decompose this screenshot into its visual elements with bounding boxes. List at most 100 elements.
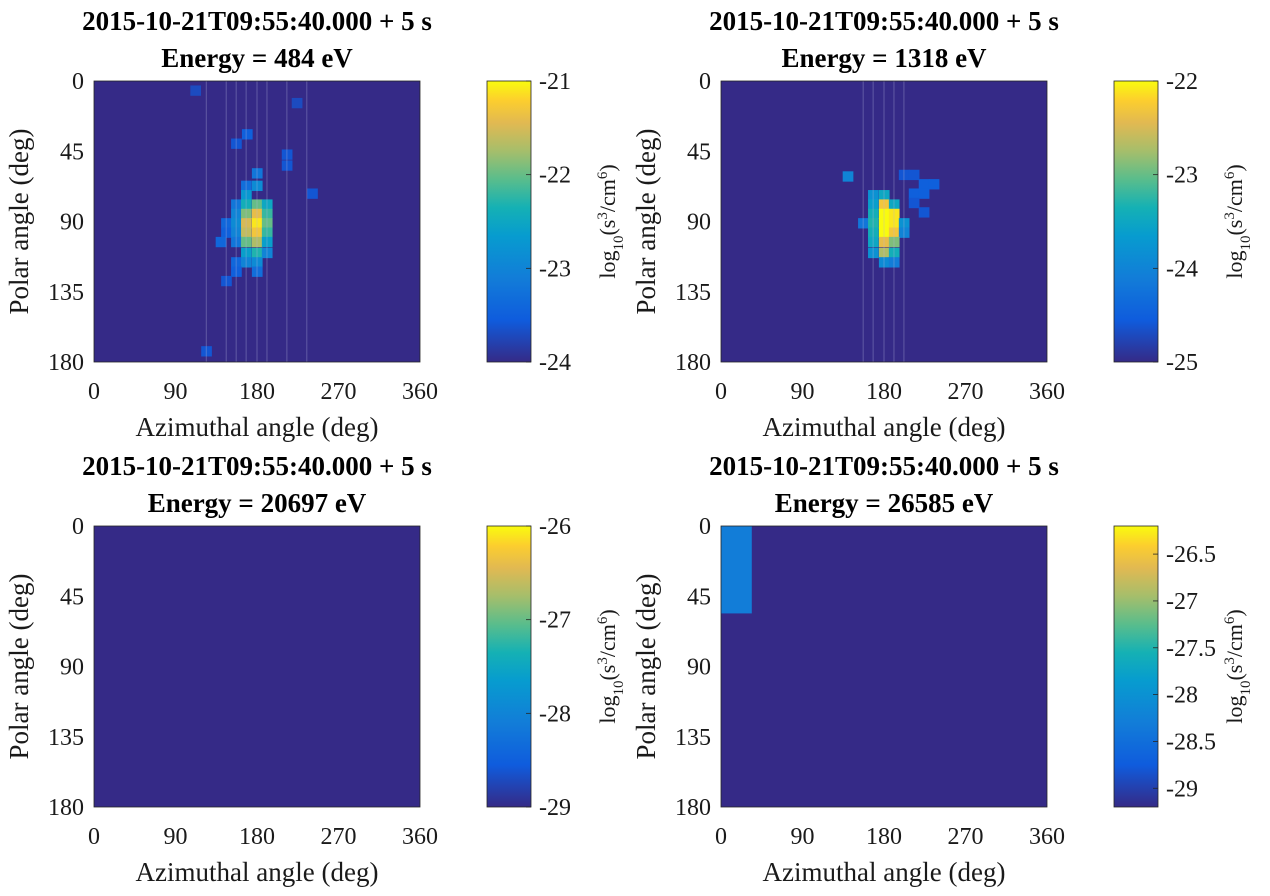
x-tick-label: 0 xyxy=(88,824,100,850)
heatmap-cell xyxy=(842,171,854,182)
heatmap-cell xyxy=(721,526,752,614)
heatmap-cell xyxy=(878,257,890,268)
heatmap-cell xyxy=(231,236,242,248)
plot-frame xyxy=(720,525,1048,808)
heatmap-cell xyxy=(251,208,263,220)
heatmap-cell xyxy=(261,208,273,220)
chart-subtitle: Energy = 484 eV xyxy=(161,43,353,73)
heatmap-cell xyxy=(231,227,242,238)
heatmap-cell xyxy=(878,190,890,201)
heatmap-cell xyxy=(918,207,930,218)
heatmap-cell xyxy=(231,266,242,277)
heatmap-cell xyxy=(251,236,263,248)
chart-subtitle: Energy = 20697 eV xyxy=(148,488,367,518)
y-tick-label: 135 xyxy=(48,280,84,306)
x-tick-label: 360 xyxy=(402,379,438,405)
chart-title: 2015-10-21T09:55:40.000 + 5 s xyxy=(709,451,1059,481)
panel-2: 2015-10-21T09:55:40.000 + 5 s Energy = 13… xyxy=(631,6,1254,442)
colorbar-tick-label: -28 xyxy=(539,701,571,727)
heatmap-cell xyxy=(251,180,263,192)
y-tick-label: 90 xyxy=(687,655,711,681)
colorbar-tick-label: -27 xyxy=(1166,589,1198,615)
heatmap-cell xyxy=(898,169,910,181)
heatmap-cell xyxy=(241,257,252,268)
y-tick-label: 45 xyxy=(687,584,711,610)
y-tick-label: 45 xyxy=(687,139,711,165)
heatmap-cell xyxy=(241,247,252,259)
heatmap-cell xyxy=(241,180,252,192)
panel-1: 2015-10-21T09:55:40.000 + 5 s Energy = 48… xyxy=(4,6,627,442)
chart-subtitle: Energy = 26585 eV xyxy=(775,488,994,518)
x-tick-label: 270 xyxy=(948,824,984,850)
heatmap-cell xyxy=(888,247,900,259)
y-tick-label: 0 xyxy=(699,514,711,540)
colorbar xyxy=(486,80,532,363)
heatmap-cell xyxy=(251,257,263,268)
heatmap-cell xyxy=(898,227,910,238)
heatmap-cell xyxy=(918,179,930,190)
heatmap-background xyxy=(721,526,1047,807)
heatmap-cell xyxy=(241,199,252,210)
heatmap-cell xyxy=(918,188,930,199)
heatmap-cell xyxy=(878,227,890,238)
x-tick-label: 360 xyxy=(1029,824,1065,850)
heatmap-cell xyxy=(241,208,252,220)
heatmap-cell xyxy=(231,138,242,149)
heatmap-cell xyxy=(868,236,879,248)
x-tick-label: 90 xyxy=(791,824,815,850)
y-tick-label: 180 xyxy=(675,795,711,821)
plot-frame xyxy=(93,80,421,363)
y-axis-label: Polar angle (deg) xyxy=(631,574,661,760)
x-tick-label: 360 xyxy=(402,824,438,850)
colorbar-label: log10(s3/cm6) xyxy=(1222,164,1254,278)
heatmap-cell xyxy=(261,236,273,248)
heatmap-cell xyxy=(261,227,273,238)
heatmap-cell xyxy=(888,218,900,229)
heatmap-cell xyxy=(241,190,252,201)
y-tick-label: 135 xyxy=(675,280,711,306)
heatmap-cell xyxy=(928,179,940,190)
heatmap-cell xyxy=(908,169,920,181)
colorbar-label: log10(s3/cm6) xyxy=(1222,609,1254,723)
y-tick-label: 45 xyxy=(60,584,84,610)
heatmap-cell xyxy=(221,275,232,287)
heatmap-cell xyxy=(908,188,920,199)
x-tick-label: 180 xyxy=(239,379,275,405)
heatmap-cell xyxy=(878,247,890,259)
heatmap-cell xyxy=(898,218,910,229)
chart-title: 2015-10-21T09:55:40.000 + 5 s xyxy=(82,6,432,36)
colorbar-tick-label: -29 xyxy=(539,795,571,821)
x-tick-label: 90 xyxy=(164,379,188,405)
heatmap-cell xyxy=(241,236,252,248)
heatmap-cell xyxy=(878,236,890,248)
heatmap-cell xyxy=(231,199,242,210)
heatmap-cell xyxy=(215,236,227,248)
heatmap-cell xyxy=(281,160,293,171)
panel-4: 2015-10-21T09:55:40.000 + 5 s Energy = 26… xyxy=(631,451,1254,887)
heatmap-cell xyxy=(878,218,890,229)
x-axis-label: Azimuthal angle (deg) xyxy=(136,857,379,887)
x-tick-label: 0 xyxy=(88,379,100,405)
heatmap-cell xyxy=(251,227,263,238)
heatmap-cell xyxy=(231,208,242,220)
heatmap-cell xyxy=(888,227,900,238)
heatmap-cell xyxy=(251,266,263,277)
x-axis-label: Azimuthal angle (deg) xyxy=(763,857,1006,887)
colorbar-tick-label: -26 xyxy=(539,514,571,540)
y-tick-label: 90 xyxy=(60,210,84,236)
x-axis-label: Azimuthal angle (deg) xyxy=(763,412,1006,442)
heatmap-cell xyxy=(868,218,879,229)
plot-frame xyxy=(93,525,421,808)
heatmap-cell xyxy=(307,188,318,199)
y-axis-label: Polar angle (deg) xyxy=(631,129,661,315)
heatmap-cell xyxy=(251,199,263,210)
heatmap-cell xyxy=(868,199,879,210)
y-tick-label: 90 xyxy=(687,210,711,236)
colorbar-tick-label: -26.5 xyxy=(1166,542,1216,568)
heatmap-cell xyxy=(201,346,212,357)
x-tick-label: 90 xyxy=(164,824,188,850)
y-tick-label: 45 xyxy=(60,139,84,165)
panel-3: 2015-10-21T09:55:40.000 + 5 s Energy = 20… xyxy=(4,451,627,887)
heatmap-cell xyxy=(261,199,273,210)
